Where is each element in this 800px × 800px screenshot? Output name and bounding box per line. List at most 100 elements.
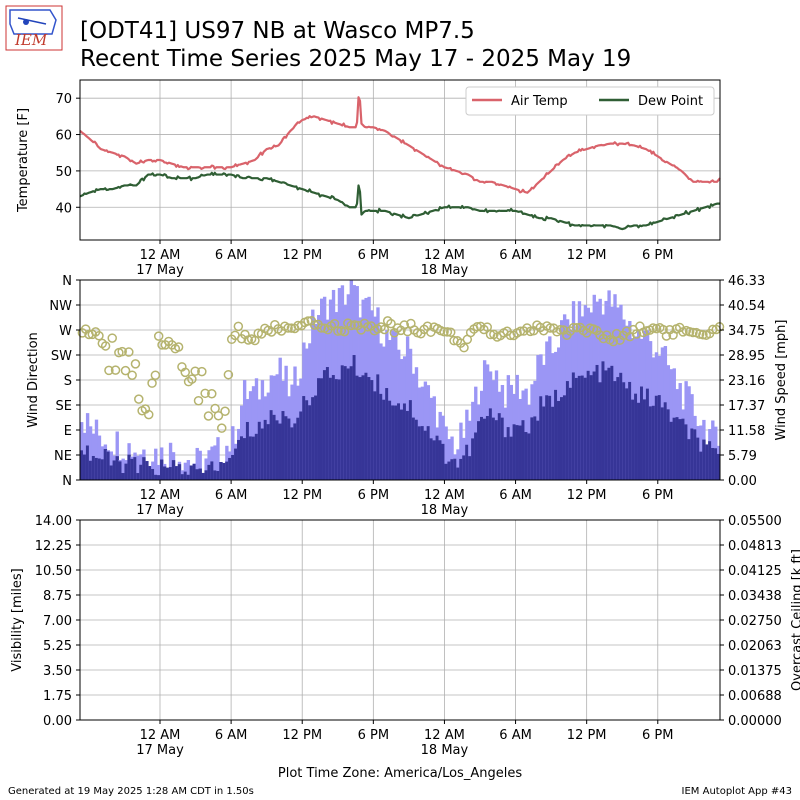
x-tick-label: 12 AM	[424, 488, 465, 503]
gust-bar	[198, 450, 202, 480]
wind-speed-bar	[488, 408, 493, 480]
wind-speed-bar	[103, 448, 108, 480]
wind-speed-bar	[571, 372, 576, 480]
wind-speed-bar	[482, 418, 487, 480]
wind-speed-bar	[180, 474, 185, 480]
wind-speed-bar	[174, 466, 179, 480]
wind-direction-marker	[568, 322, 579, 333]
gust-bar	[88, 426, 93, 480]
wind-speed-bar	[592, 371, 596, 480]
wind-speed-bar	[118, 461, 122, 480]
wind-speed-bar	[693, 429, 697, 480]
temperature-tick-label: 70	[55, 92, 72, 107]
wind-speed-bar	[604, 370, 608, 480]
wind-speed-bar	[595, 364, 599, 480]
wind-speed-bar	[299, 411, 303, 480]
wind-speed-bar	[717, 453, 721, 480]
wind-speed-bar	[177, 464, 182, 480]
gust-bar	[251, 386, 256, 480]
x-tick-label: 6 PM	[358, 248, 389, 263]
visibility-tick-label: 12.25	[35, 539, 72, 554]
wind-speed-bar	[565, 381, 570, 480]
wind-direction-marker	[688, 327, 698, 338]
x-tick-label: 6 PM	[642, 728, 673, 743]
timezone-label: Plot Time Zone: America/Los_Angeles	[278, 766, 522, 781]
wind-direction-marker	[442, 327, 453, 337]
wind-direction-marker	[283, 323, 293, 333]
wind-direction-marker	[190, 366, 200, 376]
visibility-tick-label: 8.75	[43, 589, 72, 604]
wind-speed-bar	[625, 388, 629, 480]
gust-bar	[687, 386, 691, 480]
dew-point-line	[79, 171, 720, 231]
wind-speed-bar	[491, 417, 496, 480]
wind-direction-marker	[445, 327, 456, 338]
ceiling-tick-label: 0.05500	[728, 514, 782, 529]
wind-direction-marker	[216, 423, 227, 433]
wind-direction-marker	[150, 370, 161, 380]
wind-speed-bar	[379, 393, 383, 480]
wind-speed-bar	[136, 473, 140, 480]
wind-speed-bar	[560, 397, 564, 480]
wind-speed-bar	[551, 406, 555, 480]
wind-speed-bar	[228, 457, 232, 480]
wind-speed-bar	[651, 405, 656, 480]
wind-speed-bar	[222, 462, 226, 480]
wind-direction-marker	[316, 323, 327, 333]
wind-speed-bar	[281, 411, 285, 480]
gust-bar	[456, 449, 460, 480]
wind-speed-bar	[364, 372, 368, 480]
speed-tick-label: 34.75	[728, 324, 765, 339]
wind-speed-bar	[672, 417, 676, 480]
wind-speed-bar	[234, 448, 238, 480]
wind-speed-bar	[317, 378, 321, 480]
visibility-tick-label: 7.00	[43, 614, 72, 629]
wind-speed-bar	[290, 427, 294, 480]
gust-bar	[94, 419, 99, 480]
wind-speed-bar	[168, 467, 173, 480]
direction-tick-label: W	[59, 324, 72, 339]
temperature-tick-label: 60	[55, 129, 72, 144]
x-tick-label: 12 PM	[567, 248, 607, 263]
wind-speed-bar	[509, 436, 513, 480]
gust-bar	[213, 445, 217, 480]
wind-speed-bar	[536, 420, 540, 480]
wind-direction-marker	[110, 365, 121, 375]
wind-direction-marker	[223, 369, 234, 380]
direction-tick-label: N	[62, 274, 72, 289]
wind-speed-bar	[201, 472, 205, 480]
wind-speed-bar	[343, 366, 348, 480]
wind-speed-bar	[642, 399, 647, 480]
x-tick-label: 6 AM	[215, 728, 248, 743]
wind-speed-bar	[157, 475, 161, 480]
wind-speed-bar	[278, 423, 282, 480]
wind-speed-bar	[284, 416, 288, 480]
wind-speed-bar	[257, 421, 262, 480]
wind-speed-bar	[186, 474, 191, 480]
wind-speed-bar	[139, 464, 143, 480]
wind-direction-marker	[303, 316, 313, 326]
wind-speed-bar	[542, 406, 546, 480]
gust-bar	[459, 422, 463, 480]
gust-bar	[121, 458, 125, 480]
air-temp-line	[79, 96, 721, 194]
wind-speed-bar	[133, 457, 137, 480]
speed-tick-label: 40.54	[728, 299, 765, 314]
visibility-tick-label: 0.00	[43, 714, 72, 729]
wind-speed-bar	[539, 396, 543, 480]
x-tick-label: 12 AM	[424, 728, 465, 743]
gust-bar	[536, 355, 540, 480]
wind-speed-bar	[471, 438, 475, 480]
direction-tick-label: SW	[51, 349, 72, 364]
wind-direction-marker	[104, 365, 114, 376]
wind-direction-marker	[130, 359, 141, 369]
wind-speed-bar	[438, 440, 442, 480]
chart-title-line1: [ODT41] US97 NB at Wasco MP7.5	[80, 18, 475, 44]
wind-speed-bar	[414, 419, 419, 480]
wind-speed-bar	[432, 440, 436, 480]
speed-tick-label: 17.37	[728, 399, 765, 414]
wind-speed-bar	[678, 419, 682, 480]
wind-speed-bar	[702, 439, 706, 480]
wind-speed-bar	[293, 423, 297, 480]
wind-speed-bar	[275, 420, 279, 480]
